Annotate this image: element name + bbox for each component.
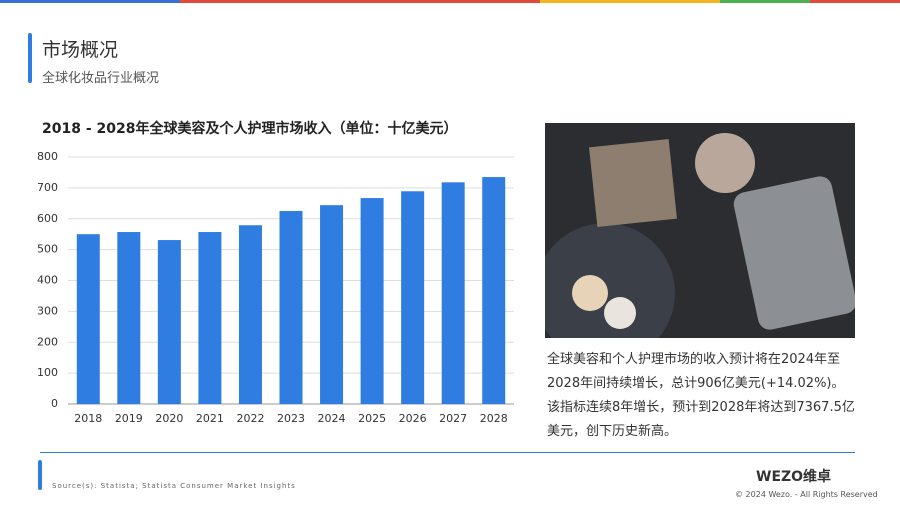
bar bbox=[279, 211, 303, 404]
chart: 2018 - 2028年全球美容及个人护理市场收入（单位：十亿美元） 0 100 2… bbox=[37, 120, 514, 425]
y-tick-label: 700 bbox=[37, 181, 58, 194]
x-tick-label: 2020 bbox=[155, 412, 183, 425]
x-tick-label: 2022 bbox=[236, 412, 264, 425]
bar bbox=[117, 232, 141, 404]
bar bbox=[76, 234, 100, 404]
y-tick-label: 100 bbox=[37, 366, 58, 379]
x-tick-label: 2026 bbox=[399, 412, 427, 425]
top-strip bbox=[0, 0, 900, 3]
y-tick-label: 200 bbox=[37, 335, 58, 348]
source: Source(s): Statista; Statista Consumer M… bbox=[52, 482, 296, 490]
x-tick-label: 2027 bbox=[439, 412, 467, 425]
bar bbox=[198, 232, 222, 404]
copyright: © 2024 Wezo. - All Rights Reserved bbox=[735, 490, 878, 499]
bar bbox=[401, 191, 425, 404]
y-tick-label: 500 bbox=[37, 243, 58, 256]
description: 全球美容和个人护理市场的收入预计将在2024年至2028年间持续增长，总计906… bbox=[547, 352, 855, 439]
x-tick-label: 2019 bbox=[115, 412, 143, 425]
bar bbox=[360, 198, 384, 404]
page-title: 市场概况 bbox=[42, 39, 119, 61]
accent-bar bbox=[28, 33, 32, 83]
y-tick-label: 800 bbox=[37, 150, 58, 163]
photo bbox=[545, 123, 855, 338]
bar bbox=[482, 177, 506, 404]
x-tick-label: 2023 bbox=[277, 412, 305, 425]
bar bbox=[441, 182, 465, 404]
bar bbox=[320, 205, 344, 404]
footer-rule bbox=[40, 452, 855, 453]
chart-title: 2018 - 2028年全球美容及个人护理市场收入（单位：十亿美元） bbox=[42, 120, 458, 137]
y-tick-label: 400 bbox=[37, 274, 58, 287]
x-tick-label: 2028 bbox=[480, 412, 508, 425]
y-tick-label: 600 bbox=[37, 212, 58, 225]
y-tick-label: 300 bbox=[37, 304, 58, 317]
footer-accent bbox=[38, 460, 42, 490]
page-subtitle: 全球化妆品行业概况 bbox=[42, 71, 160, 86]
x-tick-label: 2018 bbox=[74, 412, 102, 425]
logo: WEZO维卓 bbox=[756, 469, 832, 485]
bar bbox=[157, 240, 181, 404]
bar bbox=[238, 225, 262, 404]
x-tick-label: 2021 bbox=[196, 412, 224, 425]
x-tick-label: 2025 bbox=[358, 412, 386, 425]
x-tick-label: 2024 bbox=[318, 412, 346, 425]
y-tick-label: 0 bbox=[51, 397, 58, 410]
